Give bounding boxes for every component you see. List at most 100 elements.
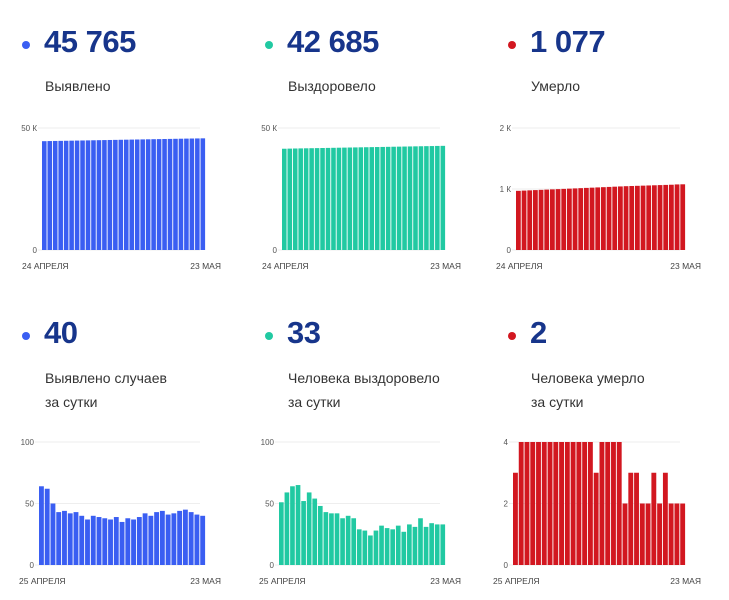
legend-dot-icon	[265, 41, 273, 49]
bar	[567, 188, 572, 250]
bar	[429, 146, 435, 250]
bar	[385, 146, 391, 250]
legend-dot-icon	[22, 41, 30, 49]
stat-label: Человека выздоровело	[288, 370, 440, 386]
bar	[639, 503, 645, 565]
stat-label: за сутки	[531, 394, 584, 410]
bar	[553, 442, 559, 565]
x-start-label: 24 АПРЕЛЯ	[496, 261, 543, 271]
bar	[50, 503, 56, 565]
bar	[56, 512, 62, 565]
bar	[402, 146, 407, 250]
bar	[119, 521, 125, 565]
bar	[323, 512, 329, 565]
bar	[91, 140, 96, 250]
bar	[178, 138, 184, 250]
bar	[118, 139, 124, 250]
bar	[380, 146, 385, 250]
bar	[67, 513, 73, 565]
bar	[518, 442, 524, 565]
bar	[413, 146, 418, 250]
bar	[374, 147, 380, 250]
bar	[578, 188, 584, 250]
bar	[39, 486, 44, 565]
stat-label: Умерло	[531, 78, 581, 94]
bar	[391, 146, 396, 250]
bar	[140, 139, 145, 250]
bar	[657, 503, 663, 565]
bar	[167, 138, 173, 250]
bar	[593, 472, 599, 565]
legend-dot-icon	[508, 332, 516, 340]
bar	[559, 442, 564, 565]
bar	[533, 190, 538, 250]
bar	[541, 442, 547, 565]
stat-label: Выявлено	[45, 78, 111, 94]
bar	[538, 189, 544, 250]
bar	[325, 147, 331, 250]
bar	[623, 186, 629, 250]
bar	[364, 147, 369, 250]
bar	[195, 138, 200, 250]
stat-label: Выздоровело	[288, 78, 376, 94]
bar	[418, 146, 424, 250]
bar	[173, 138, 178, 250]
bar	[358, 147, 364, 250]
bar	[663, 184, 669, 250]
y-tick-label: 0	[270, 561, 275, 570]
bar	[373, 530, 379, 565]
bar	[188, 512, 194, 565]
bar	[287, 148, 293, 250]
bar	[651, 472, 657, 565]
bar	[347, 147, 353, 250]
bar	[320, 148, 325, 250]
bar	[513, 472, 518, 565]
bar	[669, 184, 674, 250]
bar	[331, 147, 336, 250]
bar	[74, 140, 80, 250]
bar	[530, 442, 536, 565]
stat-label: Человека умерло	[531, 370, 645, 386]
bar	[306, 492, 312, 565]
bar	[340, 518, 345, 565]
bar	[616, 442, 622, 565]
bar	[640, 185, 646, 250]
bar	[102, 518, 108, 565]
bar	[396, 146, 402, 250]
bar	[312, 498, 318, 565]
bar	[182, 509, 188, 565]
bar	[412, 526, 418, 565]
bar	[635, 185, 640, 250]
bar	[390, 529, 395, 565]
legend-dot-icon	[22, 332, 30, 340]
y-tick-label: 4	[504, 438, 509, 447]
bar	[524, 442, 530, 565]
bar	[407, 524, 412, 565]
bar	[622, 503, 628, 565]
bar	[555, 189, 561, 250]
x-end-label: 23 МАЯ	[430, 576, 461, 586]
bar	[582, 442, 588, 565]
bar	[605, 442, 611, 565]
bar	[96, 517, 102, 565]
bar	[136, 517, 142, 565]
y-tick-label: 2	[504, 500, 509, 509]
bar	[142, 513, 148, 565]
bar	[628, 472, 634, 565]
stat-label: Выявлено случаев	[45, 370, 167, 386]
y-tick-label: 100	[261, 438, 275, 447]
bar	[303, 148, 309, 250]
bar	[634, 472, 639, 565]
y-tick-label: 2 К	[500, 124, 512, 133]
bar	[124, 139, 129, 250]
bar	[345, 515, 351, 565]
x-end-label: 23 МАЯ	[670, 261, 701, 271]
bar	[407, 146, 413, 250]
bar	[301, 501, 306, 565]
bar	[589, 187, 595, 250]
stat-value: 42 685	[287, 24, 379, 59]
y-tick-label: 0	[33, 246, 38, 255]
bar	[435, 145, 440, 250]
